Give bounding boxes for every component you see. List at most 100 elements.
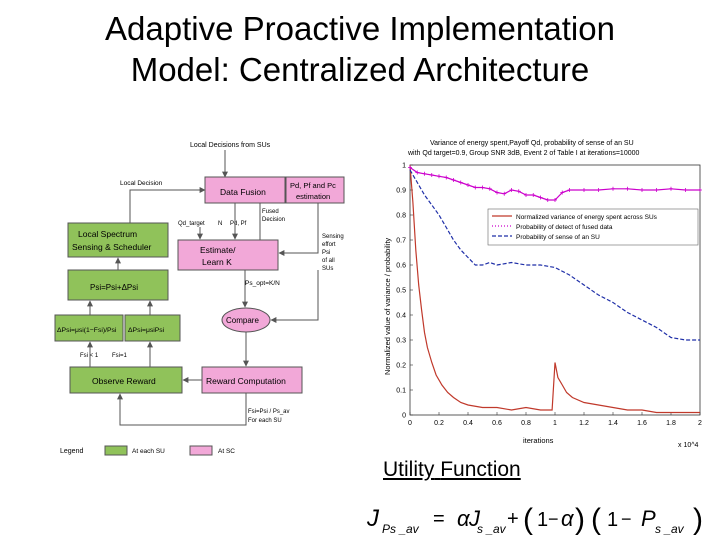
ps-update-box xyxy=(67,269,169,301)
delta-left-box xyxy=(54,314,124,342)
fsi-less-label: Fsi < 1 xyxy=(80,353,99,359)
series-point-2 xyxy=(458,180,463,185)
series-line-2 xyxy=(409,167,700,201)
arrow-feedback xyxy=(117,393,247,426)
chart-x-axis-label: iterations xyxy=(523,436,554,445)
x-tick-label: 1.8 xyxy=(666,420,676,427)
x-tick-label: 1.6 xyxy=(637,420,647,427)
series-point-2 xyxy=(669,186,673,191)
x-tick-label: 0.4 xyxy=(463,420,473,427)
estimation-line-1: Pd, Pf and Pc xyxy=(290,181,336,190)
formula-equals: = xyxy=(433,508,445,530)
reward-formula-line-1: Fsi=Psi / Ps_av xyxy=(248,409,290,415)
formula-term1-sub: s _av xyxy=(477,522,507,536)
series-point-2 xyxy=(538,195,543,200)
formula-minus-2: − xyxy=(621,509,632,529)
series-point-2 xyxy=(640,188,644,192)
fsi-equal-label: Fsi=1 xyxy=(112,353,128,359)
chart-legend xyxy=(487,208,699,246)
legend-su-label: At each SU xyxy=(132,448,165,455)
pd-pf-label: Pd, Pf xyxy=(230,221,247,227)
series-point-2 xyxy=(408,165,412,170)
series-point-2 xyxy=(466,183,470,187)
estimate-box xyxy=(177,239,279,271)
legend-entry-2: Probability of detect of fused data xyxy=(516,224,613,231)
chart-y-axis-label: Normalized value of variance / probabili… xyxy=(383,238,392,375)
results-chart: Variance of energy spent,Payoff Qd, prob… xyxy=(383,140,702,449)
x-tick-label: 0.6 xyxy=(492,420,502,427)
sensing-effort-line-3: Psi xyxy=(322,250,330,256)
arrow-effort-compare xyxy=(270,270,319,323)
data-fusion-box xyxy=(204,176,286,204)
series-point-2 xyxy=(429,173,434,177)
architecture-diagram: Local Decisions from SUs Local Decision … xyxy=(54,142,345,456)
series-point-2 xyxy=(553,198,557,202)
local-spectrum-line-2: Sensing & Scheduler xyxy=(72,242,152,252)
chart-title-line-2: with Qd target=0.9, Group SNR 3dB, Event… xyxy=(407,150,640,157)
sensing-effort-line-1: Sensing xyxy=(322,234,344,240)
ps-opt-label: Ps_opt=K/N xyxy=(245,280,280,287)
series-point-2 xyxy=(683,188,688,192)
x-tick-label: 1.2 xyxy=(579,420,589,427)
caption-word-function: Function xyxy=(440,458,521,481)
y-tick-label: 0.7 xyxy=(396,238,406,245)
slide-title-line-1: Adaptive Proactive Implementation xyxy=(105,10,615,47)
x-tick-label: 2 xyxy=(698,420,702,427)
formula-close-paren-2: ) xyxy=(693,503,703,536)
series-point-2 xyxy=(502,191,507,196)
x-tick-label: 0 xyxy=(408,420,412,427)
y-tick-label: 0.8 xyxy=(396,213,406,220)
slide-title: Adaptive Proactive Implementation Model:… xyxy=(0,8,720,90)
caption-word-utility: Utility xyxy=(383,458,435,481)
formula-term1: J xyxy=(468,506,481,531)
y-tick-label: 0.3 xyxy=(396,338,406,345)
formula-minus-1: − xyxy=(548,509,559,529)
n-label: N xyxy=(218,221,222,227)
formula-open-paren-2: ( xyxy=(591,503,601,536)
formula-plus: + xyxy=(507,508,519,530)
arrow-sensing-effort xyxy=(278,203,319,256)
utility-formula: J Ps _av = α J s _av + ( 1 − α ) ( 1 − P… xyxy=(366,503,703,536)
x-tick-label: 0.8 xyxy=(521,420,531,427)
y-tick-label: 0.6 xyxy=(396,263,406,270)
observe-reward-box xyxy=(69,366,183,394)
plot-area: 0 0.1 0.2 0.3 0.4 0.5 0.6 0.7 0.8 0.9 1 0 0.2 0.4 0.6 0… xyxy=(396,163,702,428)
series-line-1 xyxy=(409,164,700,414)
qd-target-label: Qd_target xyxy=(178,221,205,227)
x-tick-label: 0.2 xyxy=(434,420,444,427)
delta-right-label: ΔPsi=μsiPsi xyxy=(128,327,165,334)
y-tick-label: 0.2 xyxy=(396,363,406,370)
slide-title-line-2: Model: Centralized Architecture xyxy=(130,51,590,88)
series-point-2 xyxy=(487,186,492,191)
series-point-2 xyxy=(516,189,521,194)
sensing-effort-line-5: SUs xyxy=(322,266,333,272)
series-point-2 xyxy=(473,185,478,190)
x-tick-label: 1 xyxy=(553,420,557,427)
legend-entry-1: Normalized variance of energy spent acro… xyxy=(516,214,658,221)
series-point-2 xyxy=(531,193,536,197)
formula-one-1: 1 xyxy=(537,509,548,531)
sensing-effort-line-4: of all xyxy=(322,258,335,264)
series-point-2 xyxy=(582,188,586,192)
x-tick-label: 1.4 xyxy=(608,420,618,427)
reward-computation-box xyxy=(201,366,303,394)
chart-x-multiplier: x 10^4 xyxy=(678,442,699,449)
utility-function-caption: Utility Function xyxy=(383,458,521,482)
formula-p: P xyxy=(641,506,656,531)
series-point-2 xyxy=(451,178,456,182)
formula-lhs: J xyxy=(366,505,380,532)
reward-computation-label: Reward Computation xyxy=(206,376,286,386)
series-point-2 xyxy=(509,188,514,192)
delta-right-box xyxy=(124,314,181,342)
legend-label: Legend xyxy=(60,448,83,455)
formula-close-paren-1: ) xyxy=(575,503,585,536)
formula-alpha-2: α xyxy=(561,506,575,531)
observe-reward-label: Observe Reward xyxy=(92,376,156,386)
reward-formula-line-2: For each SU xyxy=(248,418,282,424)
formula-p-sub: s _av xyxy=(655,522,685,536)
legend-entry-3: Probability of sense of an SU xyxy=(516,234,600,241)
fused-decision-line-2: Decision xyxy=(262,217,285,223)
y-tick-label: 0.1 xyxy=(396,388,406,395)
series-point-2 xyxy=(415,170,420,175)
estimation-box xyxy=(285,176,345,204)
